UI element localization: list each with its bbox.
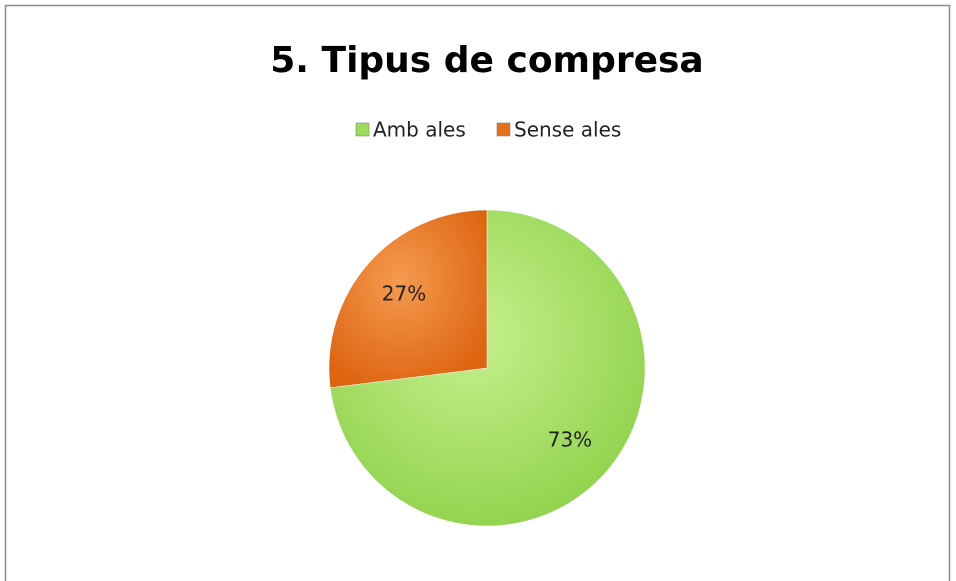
legend-label: Sense ales xyxy=(514,118,621,142)
pie-slice xyxy=(328,209,488,389)
legend-swatch xyxy=(355,122,370,137)
pie-slice xyxy=(329,209,646,527)
legend-swatch xyxy=(496,122,511,137)
data-label: 73% xyxy=(548,428,592,452)
chart-title: 5. Tipus de compresa xyxy=(270,40,703,81)
legend-label: Amb ales xyxy=(373,118,466,142)
data-label: 27% xyxy=(382,281,426,305)
